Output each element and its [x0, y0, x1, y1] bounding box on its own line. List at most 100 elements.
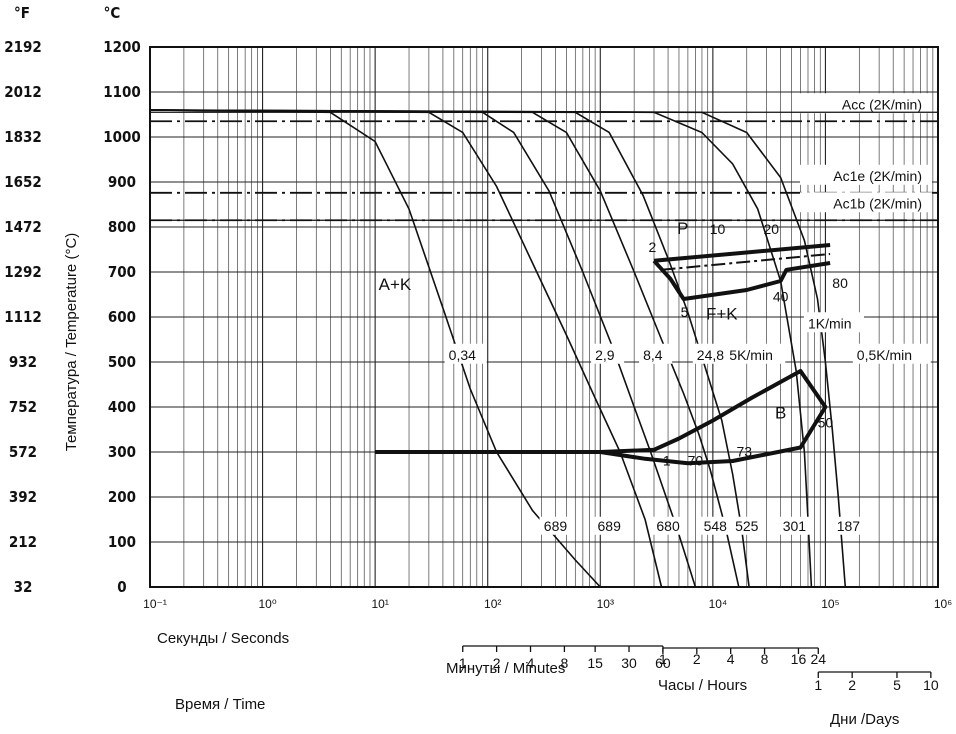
days-scale-value: 10 — [923, 677, 939, 693]
cooling-curve — [149, 109, 697, 588]
x-tick-label: 10⁵ — [821, 597, 839, 611]
cooling-curves — [149, 109, 847, 588]
curve-label-bg — [725, 343, 786, 364]
x-tick-label: 10³ — [597, 597, 614, 611]
fahrenheit-unit: °F — [14, 4, 30, 22]
y-tick-celsius: 100 — [108, 533, 136, 551]
days-scale-value: 5 — [893, 677, 901, 693]
minutes-scale-value: 15 — [587, 655, 603, 671]
hardness-value: 187 — [837, 518, 861, 534]
x-tick-label: 10⁶ — [934, 597, 952, 611]
phase-percent-label: 2 — [648, 239, 656, 255]
y-tick-fahrenheit: 2012 — [4, 83, 42, 101]
phase-percent-label: 40 — [773, 288, 789, 304]
y-tick-celsius: 0 — [117, 578, 126, 596]
phase-percent-label: 70 — [688, 453, 704, 469]
hardness-value: 689 — [598, 518, 622, 534]
days-label: Дни /Days — [830, 711, 899, 728]
hours-scale-value: 2 — [693, 651, 701, 667]
y-tick-fahrenheit: 212 — [9, 533, 37, 551]
region-label: F+K — [706, 304, 738, 323]
curve-label-bg — [639, 343, 673, 364]
phase-percent-label: 20 — [763, 221, 779, 237]
cooling-curve — [149, 109, 813, 588]
hours-scale-value: 4 — [727, 651, 735, 667]
x-tick-label: 10² — [484, 597, 501, 611]
region-label: P — [677, 219, 688, 238]
curve-label-bg — [852, 343, 931, 364]
chart-text: 0 32 100 212 200 392 300 572 400 752 500 932 600 1112… — [4, 38, 952, 611]
phase-percent-label: 50 — [818, 414, 834, 430]
y-tick-celsius: 500 — [108, 353, 136, 371]
cooling-curve — [149, 109, 663, 588]
hardness-label-bg — [699, 516, 734, 535]
minutes-scale-value: 2 — [493, 655, 501, 671]
hours-scale-value: 16 — [791, 651, 807, 667]
pearlite-dash — [661, 253, 831, 271]
y-tick-celsius: 900 — [108, 173, 136, 191]
temperature-line-label: Ac1e (2K/min) — [833, 168, 922, 184]
minutes-label: Минуты / Minutes — [446, 660, 565, 677]
cooling-rate-label: 8,4 — [643, 347, 663, 363]
plot-frame — [149, 46, 939, 588]
cooling-curve — [149, 109, 740, 588]
y-tick-celsius: 300 — [108, 443, 136, 461]
x-tick-label: 10⁻¹ — [143, 597, 167, 611]
y-tick-celsius: 400 — [108, 398, 136, 416]
hardness-label-bg — [730, 516, 765, 535]
curve-label-bg — [803, 312, 864, 333]
hardness-value: 301 — [783, 518, 807, 534]
region-label: B — [775, 403, 786, 422]
x-tick-label: 10⁴ — [709, 597, 728, 611]
cooling-rate-label: 0,5K/min — [857, 347, 912, 363]
cooling-rate-label: 5K/min — [729, 347, 773, 363]
grid — [149, 46, 938, 588]
time-label: Время / Time — [175, 696, 265, 713]
bainite-boundary — [375, 369, 828, 466]
days-scale-value: 1 — [814, 677, 822, 693]
phase-percent-label: 5 — [681, 304, 689, 320]
hardness-label-bg — [593, 516, 628, 535]
y-tick-fahrenheit: 932 — [9, 353, 37, 371]
hours-scale-value: 1 — [659, 651, 667, 667]
y-axis-label: Температура / Temperature (°C) — [63, 233, 80, 452]
y-tick-fahrenheit: 572 — [9, 443, 37, 461]
region-label: A+K — [379, 275, 412, 294]
temperature-label-bg — [800, 192, 932, 213]
hardness-value: 525 — [735, 518, 759, 534]
y-tick-fahrenheit: 1832 — [4, 128, 42, 146]
minutes-scale-value: 1 — [459, 655, 467, 671]
cooling-rate-label: 24,8 — [697, 347, 724, 363]
hours-scale-value: 8 — [761, 651, 769, 667]
hours-label: Часы / Hours — [658, 677, 747, 694]
phase-percent-label: 1 — [663, 453, 671, 469]
temperature-label-bg — [800, 164, 932, 185]
y-tick-fahrenheit: 2192 — [4, 38, 42, 56]
celsius-unit: °C — [104, 4, 121, 22]
hardness-label-bg — [652, 516, 687, 535]
phase-percent-label: 73 — [736, 444, 752, 460]
pearlite-start-top — [653, 243, 831, 263]
cooling-rate-label: 2,9 — [595, 347, 615, 363]
x-tick-label: 10⁰ — [258, 597, 276, 611]
hardness-value: 548 — [704, 518, 728, 534]
cooling-rate-label: 1K/min — [808, 315, 852, 331]
y-tick-fahrenheit: 1472 — [4, 218, 42, 236]
minutes-scale-value: 60 — [655, 655, 671, 671]
y-tick-celsius: 700 — [108, 263, 136, 281]
curve-label-bg — [591, 343, 625, 364]
y-tick-fahrenheit: 32 — [14, 578, 33, 596]
y-tick-fahrenheit: 1652 — [4, 173, 42, 191]
temperature-label-bg — [800, 93, 932, 114]
time-scales: 1 2 4 8 15 30 601 2 4 8 16 241 2 5 10 — [459, 645, 939, 693]
minutes-scale-value: 30 — [621, 655, 637, 671]
phase-boundaries — [375, 243, 831, 466]
hardness-label-bg — [778, 516, 813, 535]
y-tick-celsius: 600 — [108, 308, 136, 326]
pearlite-boundary — [652, 259, 831, 301]
seconds-label: Секунды / Seconds — [157, 630, 289, 647]
hours-scale-value: 24 — [810, 651, 826, 667]
hardness-value: 680 — [656, 518, 680, 534]
